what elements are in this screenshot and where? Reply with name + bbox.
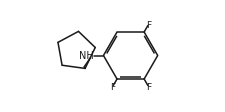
Text: NH: NH [79, 51, 93, 60]
Text: F: F [146, 21, 151, 30]
Text: F: F [110, 82, 115, 91]
Text: F: F [146, 82, 151, 91]
